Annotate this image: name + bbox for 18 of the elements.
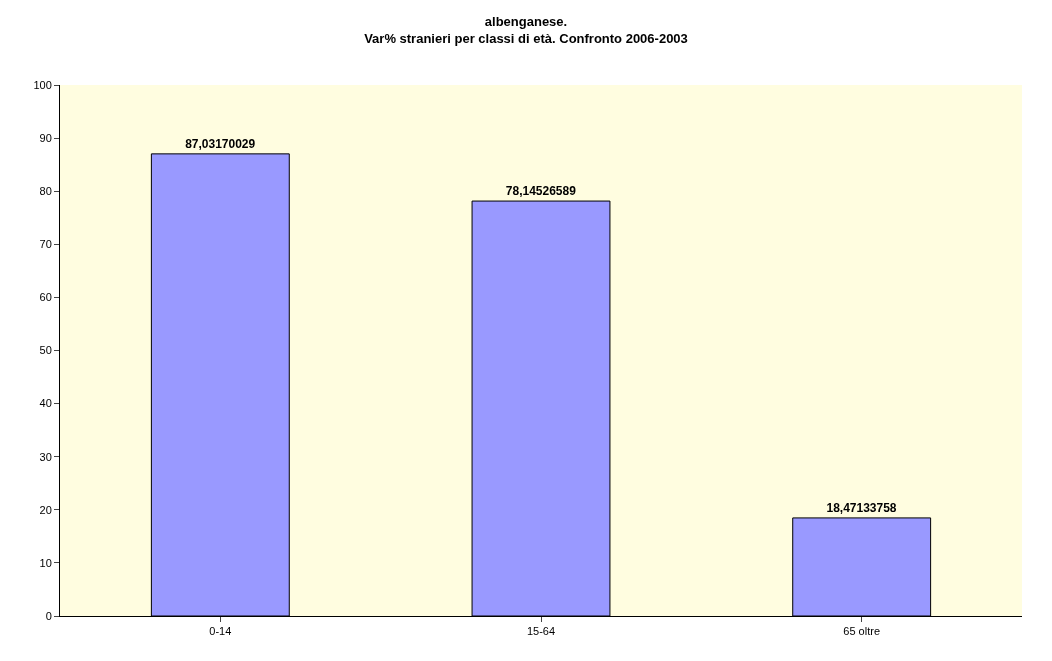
y-tick-label: 30 (39, 450, 52, 463)
y-tick-label: 50 (39, 344, 52, 357)
data-label: 87,03170029 (185, 136, 256, 151)
y-tick-label: 10 (39, 556, 52, 569)
x-tick-label: 15-64 (526, 625, 556, 638)
x-tick-label: 65 oltre (843, 625, 881, 638)
y-tick-label: 80 (39, 185, 52, 198)
data-label: 78,14526589 (505, 184, 577, 199)
y-tick-label: 100 (33, 78, 52, 91)
y-tick-label: 90 (39, 131, 52, 144)
x-tick-label: 0-14 (209, 625, 232, 638)
y-tick-label: 0 (45, 609, 52, 622)
y-tick-label: 60 (39, 291, 52, 304)
y-tick-label: 40 (39, 397, 52, 410)
data-label: 18,47133758 (826, 500, 897, 515)
chart-title: albenganese. Var% stranieri per classi di età. Confronto 2006-2003 (364, 14, 688, 47)
y-tick-label: 70 (39, 238, 52, 251)
y-tick-label: 20 (39, 503, 52, 516)
